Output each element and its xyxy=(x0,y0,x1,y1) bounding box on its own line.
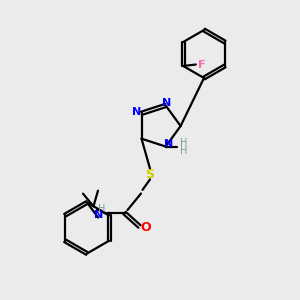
Text: N: N xyxy=(162,98,171,108)
Text: N: N xyxy=(164,139,173,148)
Text: S: S xyxy=(146,167,154,181)
Text: N: N xyxy=(94,210,103,220)
Text: F: F xyxy=(198,59,206,70)
Text: H: H xyxy=(98,204,106,214)
Text: H: H xyxy=(180,146,188,156)
Text: H: H xyxy=(180,138,188,148)
Text: N: N xyxy=(132,107,142,117)
Text: O: O xyxy=(141,220,152,234)
